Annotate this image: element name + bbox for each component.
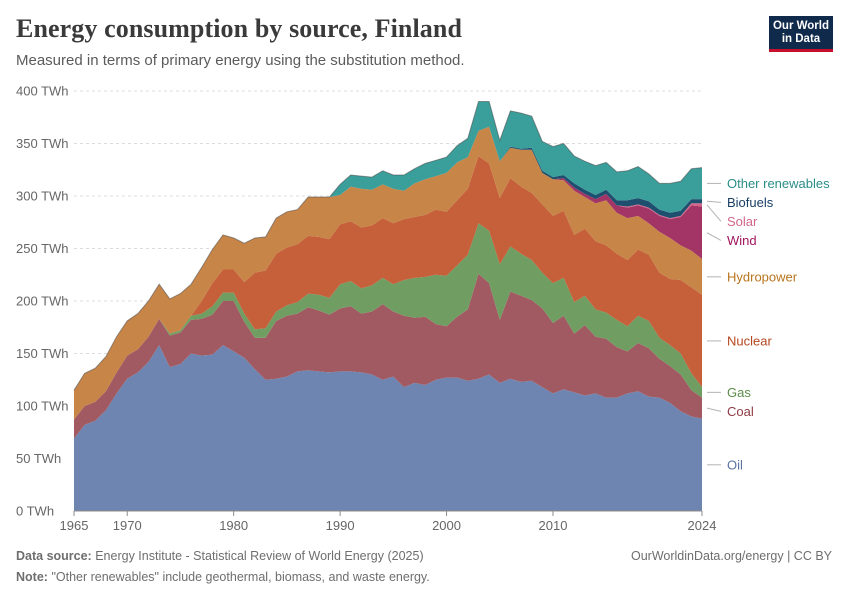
area-hydropower[interactable]: [74, 126, 702, 420]
y-tick-label: 300 TWh: [16, 189, 69, 204]
area-coal[interactable]: [74, 273, 702, 439]
y-tick-label: 400 TWh: [16, 84, 69, 99]
legend-label-solar[interactable]: Solar: [727, 214, 758, 229]
logo-line-1: Our World: [772, 20, 829, 32]
note-text: "Other renewables" include geothermal, b…: [51, 570, 430, 584]
legend-label-coal[interactable]: Coal: [727, 404, 754, 419]
data-source-link[interactable]: Energy Institute - Statistical Review of…: [95, 549, 424, 563]
area-oil[interactable]: [74, 345, 702, 511]
legend-label-wind[interactable]: Wind: [727, 233, 757, 248]
owid-logo[interactable]: Our World in Data: [769, 16, 833, 52]
legend-label-oil[interactable]: Oil: [727, 457, 743, 472]
chart-note: Note: "Other renewables" include geother…: [16, 570, 430, 584]
x-tick-label: 1965: [60, 518, 89, 533]
y-tick-label: 100 TWh: [16, 399, 69, 414]
area-gas[interactable]: [74, 223, 702, 420]
data-source-label: Data source:: [16, 549, 92, 563]
y-tick-label: 200 TWh: [16, 294, 69, 309]
x-tick-label: 2010: [539, 518, 568, 533]
x-tick-label: 1980: [219, 518, 248, 533]
legend-leader-solar: [706, 204, 722, 222]
x-tick-label: 1970: [113, 518, 142, 533]
legend: Other renewables Biofuels Solar Wind Hydropo…: [706, 176, 830, 472]
area-nuclear[interactable]: [74, 156, 702, 420]
y-tick-label: 0 TWh: [16, 504, 54, 519]
x-tick-label: 1990: [326, 518, 355, 533]
legend-label-biofuels[interactable]: Biofuels: [727, 195, 774, 210]
chart-title: Energy consumption by source, Finland: [16, 14, 463, 43]
y-tick-label: 50 TWh: [16, 451, 61, 466]
data-source: Data source: Energy Institute - Statisti…: [16, 549, 424, 563]
legend-label-other-renewables[interactable]: Other renewables: [727, 176, 830, 191]
y-tick-label: 350 TWh: [16, 136, 69, 151]
y-tick-label: 150 TWh: [16, 346, 69, 361]
x-axis: 1965 1970 1980 1990 2000 2010 2024: [60, 510, 717, 533]
legend-leader-wind: [706, 232, 722, 241]
y-axis: 0 TWh 50 TWh 100 TWh 150 TWh 200 TWh 250 TWh 3…: [16, 84, 69, 519]
legend-label-nuclear[interactable]: Nuclear: [727, 333, 772, 348]
y-tick-label: 250 TWh: [16, 241, 69, 256]
logo-line-2: in Data: [781, 33, 821, 45]
legend-leader-coal: [706, 407, 722, 412]
area-series: [73, 101, 703, 511]
credit-link[interactable]: OurWorldinData.org/energy | CC BY: [630, 549, 832, 563]
note-label: Note:: [16, 570, 48, 584]
total-outline: [73, 101, 703, 391]
legend-label-hydropower[interactable]: Hydropower: [727, 269, 798, 284]
x-tick-label: 2000: [432, 518, 461, 533]
chart-subtitle: Measured in terms of primary energy usin…: [16, 52, 465, 69]
legend-label-gas[interactable]: Gas: [727, 385, 751, 400]
legend-leader-biofuels: [706, 200, 722, 203]
x-tick-label: 2024: [688, 518, 717, 533]
